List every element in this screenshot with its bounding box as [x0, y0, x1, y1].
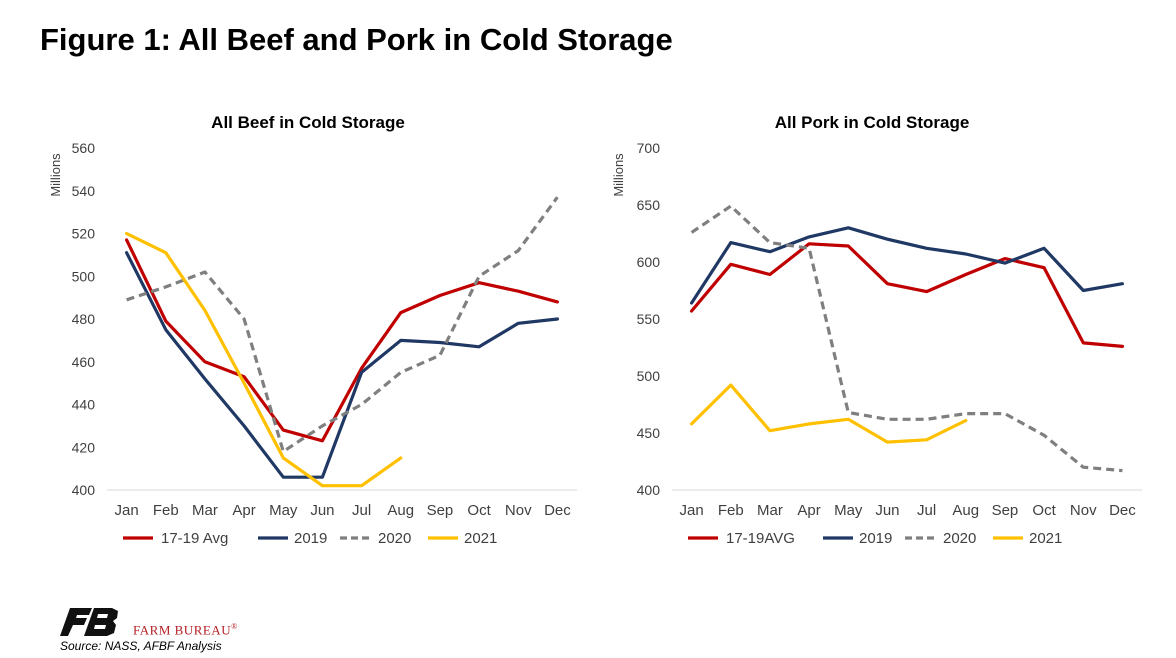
x-tick-label: Sep — [427, 502, 454, 519]
legend: 17-19 Avg 2019 2020 2021 — [123, 530, 497, 547]
series-line-2019 — [124, 251, 560, 479]
series-line-2020 — [126, 196, 559, 454]
x-tick-label: Jun — [875, 502, 899, 519]
y-axis-label: Millions — [48, 153, 63, 197]
x-tick-label: Jan — [679, 502, 703, 519]
x-tick-label: Feb — [718, 502, 744, 519]
chart-title: All Beef in Cold Storage — [211, 113, 405, 132]
x-tick-label: Nov — [505, 502, 532, 519]
y-tick-label: 480 — [72, 311, 96, 327]
x-tick-label: Dec — [1109, 502, 1136, 519]
y-tick-label: 700 — [637, 140, 661, 156]
legend: 17-19AVG 2019 2020 2021 — [688, 530, 1062, 547]
chart-all-beef-in-cold-storage: All Beef in Cold Storage Millions 400 420 44… — [48, 113, 577, 547]
legend-label-2021: 2021 — [1029, 530, 1062, 547]
series-line-2021 — [689, 383, 968, 444]
x-tick-label: Feb — [153, 502, 179, 519]
y-tick-label: 440 — [72, 397, 96, 413]
chart-all-pork-in-cold-storage: All Pork in Cold Storage Millions 400 450 50… — [611, 113, 1142, 547]
figure-title: Figure 1: All Beef and Pork in Cold Stor… — [40, 22, 673, 57]
x-tick-label: Aug — [952, 502, 979, 519]
x-tick-label: Nov — [1070, 502, 1097, 519]
legend-label-2020: 2020 — [378, 530, 411, 547]
y-axis-label: Millions — [611, 153, 626, 197]
farm-bureau-logo-icon — [60, 608, 118, 636]
legend-label-2019: 2019 — [294, 530, 327, 547]
x-tick-label: May — [834, 502, 863, 519]
x-tick-label: Oct — [1032, 502, 1056, 519]
y-tick-label: 500 — [637, 368, 661, 384]
x-tick-label: Jan — [114, 502, 138, 519]
y-tick-label: 650 — [637, 197, 661, 213]
y-tick-label: 550 — [637, 311, 661, 327]
x-tick-label: Apr — [232, 502, 255, 519]
legend-label-2021: 2021 — [464, 530, 497, 547]
y-tick-label: 460 — [72, 354, 96, 370]
x-tick-label: Sep — [992, 502, 1019, 519]
x-tick-label: Jul — [352, 502, 371, 519]
brand-name: FARM BUREAU® — [133, 622, 238, 638]
x-tick-label: May — [269, 502, 298, 519]
y-tick-label: 400 — [72, 482, 96, 498]
x-tick-label: Jun — [310, 502, 334, 519]
x-tick-label: Mar — [757, 502, 783, 519]
y-tick-label: 450 — [637, 425, 661, 441]
x-tick-label: Apr — [797, 502, 820, 519]
legend-label-2019: 2019 — [859, 530, 892, 547]
y-tick-label: 560 — [72, 140, 96, 156]
series-line-2019 — [689, 226, 1125, 305]
x-tick-label: Mar — [192, 502, 218, 519]
series-line-17-19-avg — [124, 238, 560, 443]
legend-label-17-19-avg: 17-19 Avg — [161, 530, 228, 547]
y-tick-label: 500 — [72, 268, 96, 284]
x-tick-label: Aug — [387, 502, 414, 519]
series-line-2020 — [690, 204, 1123, 473]
x-tick-label: Dec — [544, 502, 571, 519]
legend-label-2020: 2020 — [943, 530, 976, 547]
y-tick-label: 600 — [637, 254, 661, 270]
x-tick-label: Jul — [917, 502, 936, 519]
y-tick-label: 400 — [637, 482, 661, 498]
series-line-2021 — [124, 231, 403, 488]
legend-label-17-19avg: 17-19AVG — [726, 530, 795, 547]
source-note: Source: NASS, AFBF Analysis — [60, 639, 222, 653]
y-tick-label: 520 — [72, 226, 96, 242]
x-tick-label: Oct — [467, 502, 491, 519]
y-tick-label: 540 — [72, 183, 96, 199]
chart-title: All Pork in Cold Storage — [775, 113, 970, 132]
series-line-17-19avg — [689, 242, 1125, 348]
y-tick-label: 420 — [72, 439, 96, 455]
